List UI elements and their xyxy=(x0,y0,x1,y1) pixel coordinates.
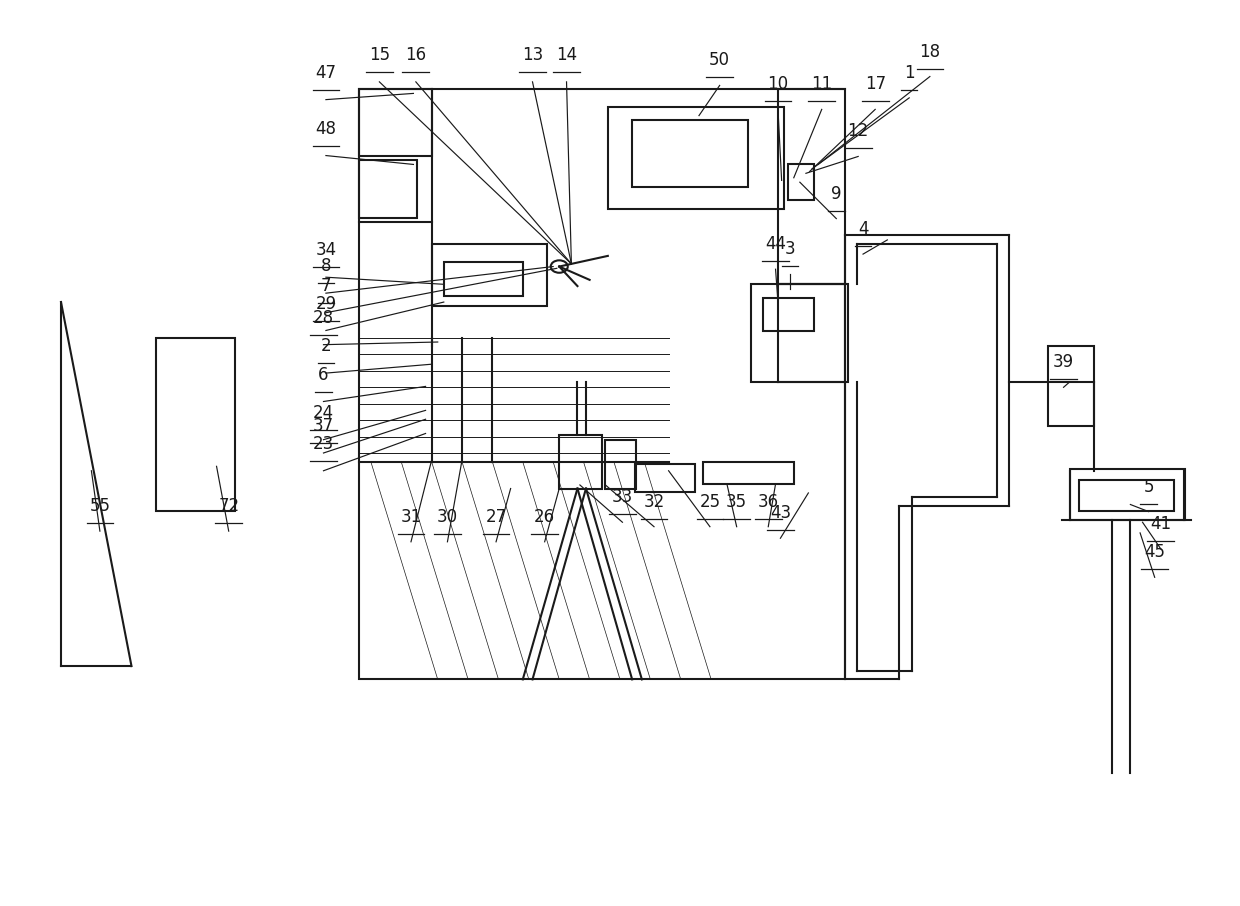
Bar xyxy=(1048,346,1094,427)
Bar xyxy=(608,107,784,208)
Bar xyxy=(764,297,815,332)
Text: 33: 33 xyxy=(611,488,634,506)
Bar xyxy=(703,462,794,484)
Text: 45: 45 xyxy=(1145,544,1166,562)
Bar xyxy=(432,245,547,306)
Bar xyxy=(444,262,523,296)
Text: 9: 9 xyxy=(831,185,842,203)
Text: 10: 10 xyxy=(768,75,789,93)
Text: 47: 47 xyxy=(315,63,336,82)
Text: 23: 23 xyxy=(312,435,334,453)
Bar xyxy=(605,439,636,488)
Bar xyxy=(358,160,417,217)
Text: 29: 29 xyxy=(315,294,336,313)
Text: 1: 1 xyxy=(904,63,915,82)
Text: 12: 12 xyxy=(848,122,869,140)
Text: 8: 8 xyxy=(321,257,331,275)
Text: 48: 48 xyxy=(315,120,336,138)
Text: 16: 16 xyxy=(405,46,427,64)
Text: 43: 43 xyxy=(770,505,791,522)
Bar xyxy=(1070,469,1185,520)
Text: 36: 36 xyxy=(758,493,779,511)
Text: 24: 24 xyxy=(312,404,334,422)
Text: 4: 4 xyxy=(858,220,868,238)
Text: 3: 3 xyxy=(785,240,795,257)
Text: 31: 31 xyxy=(401,507,422,525)
Bar xyxy=(559,435,601,488)
Text: 55: 55 xyxy=(89,497,110,516)
Bar xyxy=(632,120,748,187)
Text: 14: 14 xyxy=(556,46,577,64)
Text: 34: 34 xyxy=(315,241,336,259)
Bar xyxy=(1079,479,1174,511)
Text: 39: 39 xyxy=(1053,353,1074,371)
Text: 37: 37 xyxy=(312,418,334,435)
Text: 7: 7 xyxy=(321,277,331,295)
Text: 5: 5 xyxy=(1143,477,1154,496)
Text: 35: 35 xyxy=(727,493,748,511)
Text: 6: 6 xyxy=(319,366,329,384)
Bar xyxy=(156,338,234,511)
Text: 27: 27 xyxy=(486,507,507,525)
Text: 2: 2 xyxy=(321,337,331,355)
Bar xyxy=(358,89,844,680)
Text: 18: 18 xyxy=(919,43,940,61)
Text: 28: 28 xyxy=(312,309,334,327)
Bar xyxy=(751,284,848,382)
Text: 15: 15 xyxy=(368,46,389,64)
Text: 32: 32 xyxy=(644,493,665,511)
Text: 11: 11 xyxy=(811,75,832,93)
Text: 30: 30 xyxy=(436,507,458,525)
Bar xyxy=(787,165,815,200)
Text: 25: 25 xyxy=(699,493,720,511)
Text: 13: 13 xyxy=(522,46,543,64)
Text: 44: 44 xyxy=(765,236,786,254)
Text: 26: 26 xyxy=(534,507,556,525)
Text: 50: 50 xyxy=(709,52,730,70)
Text: 17: 17 xyxy=(864,75,885,93)
Bar xyxy=(358,89,432,156)
Bar xyxy=(635,464,696,492)
Text: 41: 41 xyxy=(1151,515,1172,533)
Text: 72: 72 xyxy=(218,497,239,516)
